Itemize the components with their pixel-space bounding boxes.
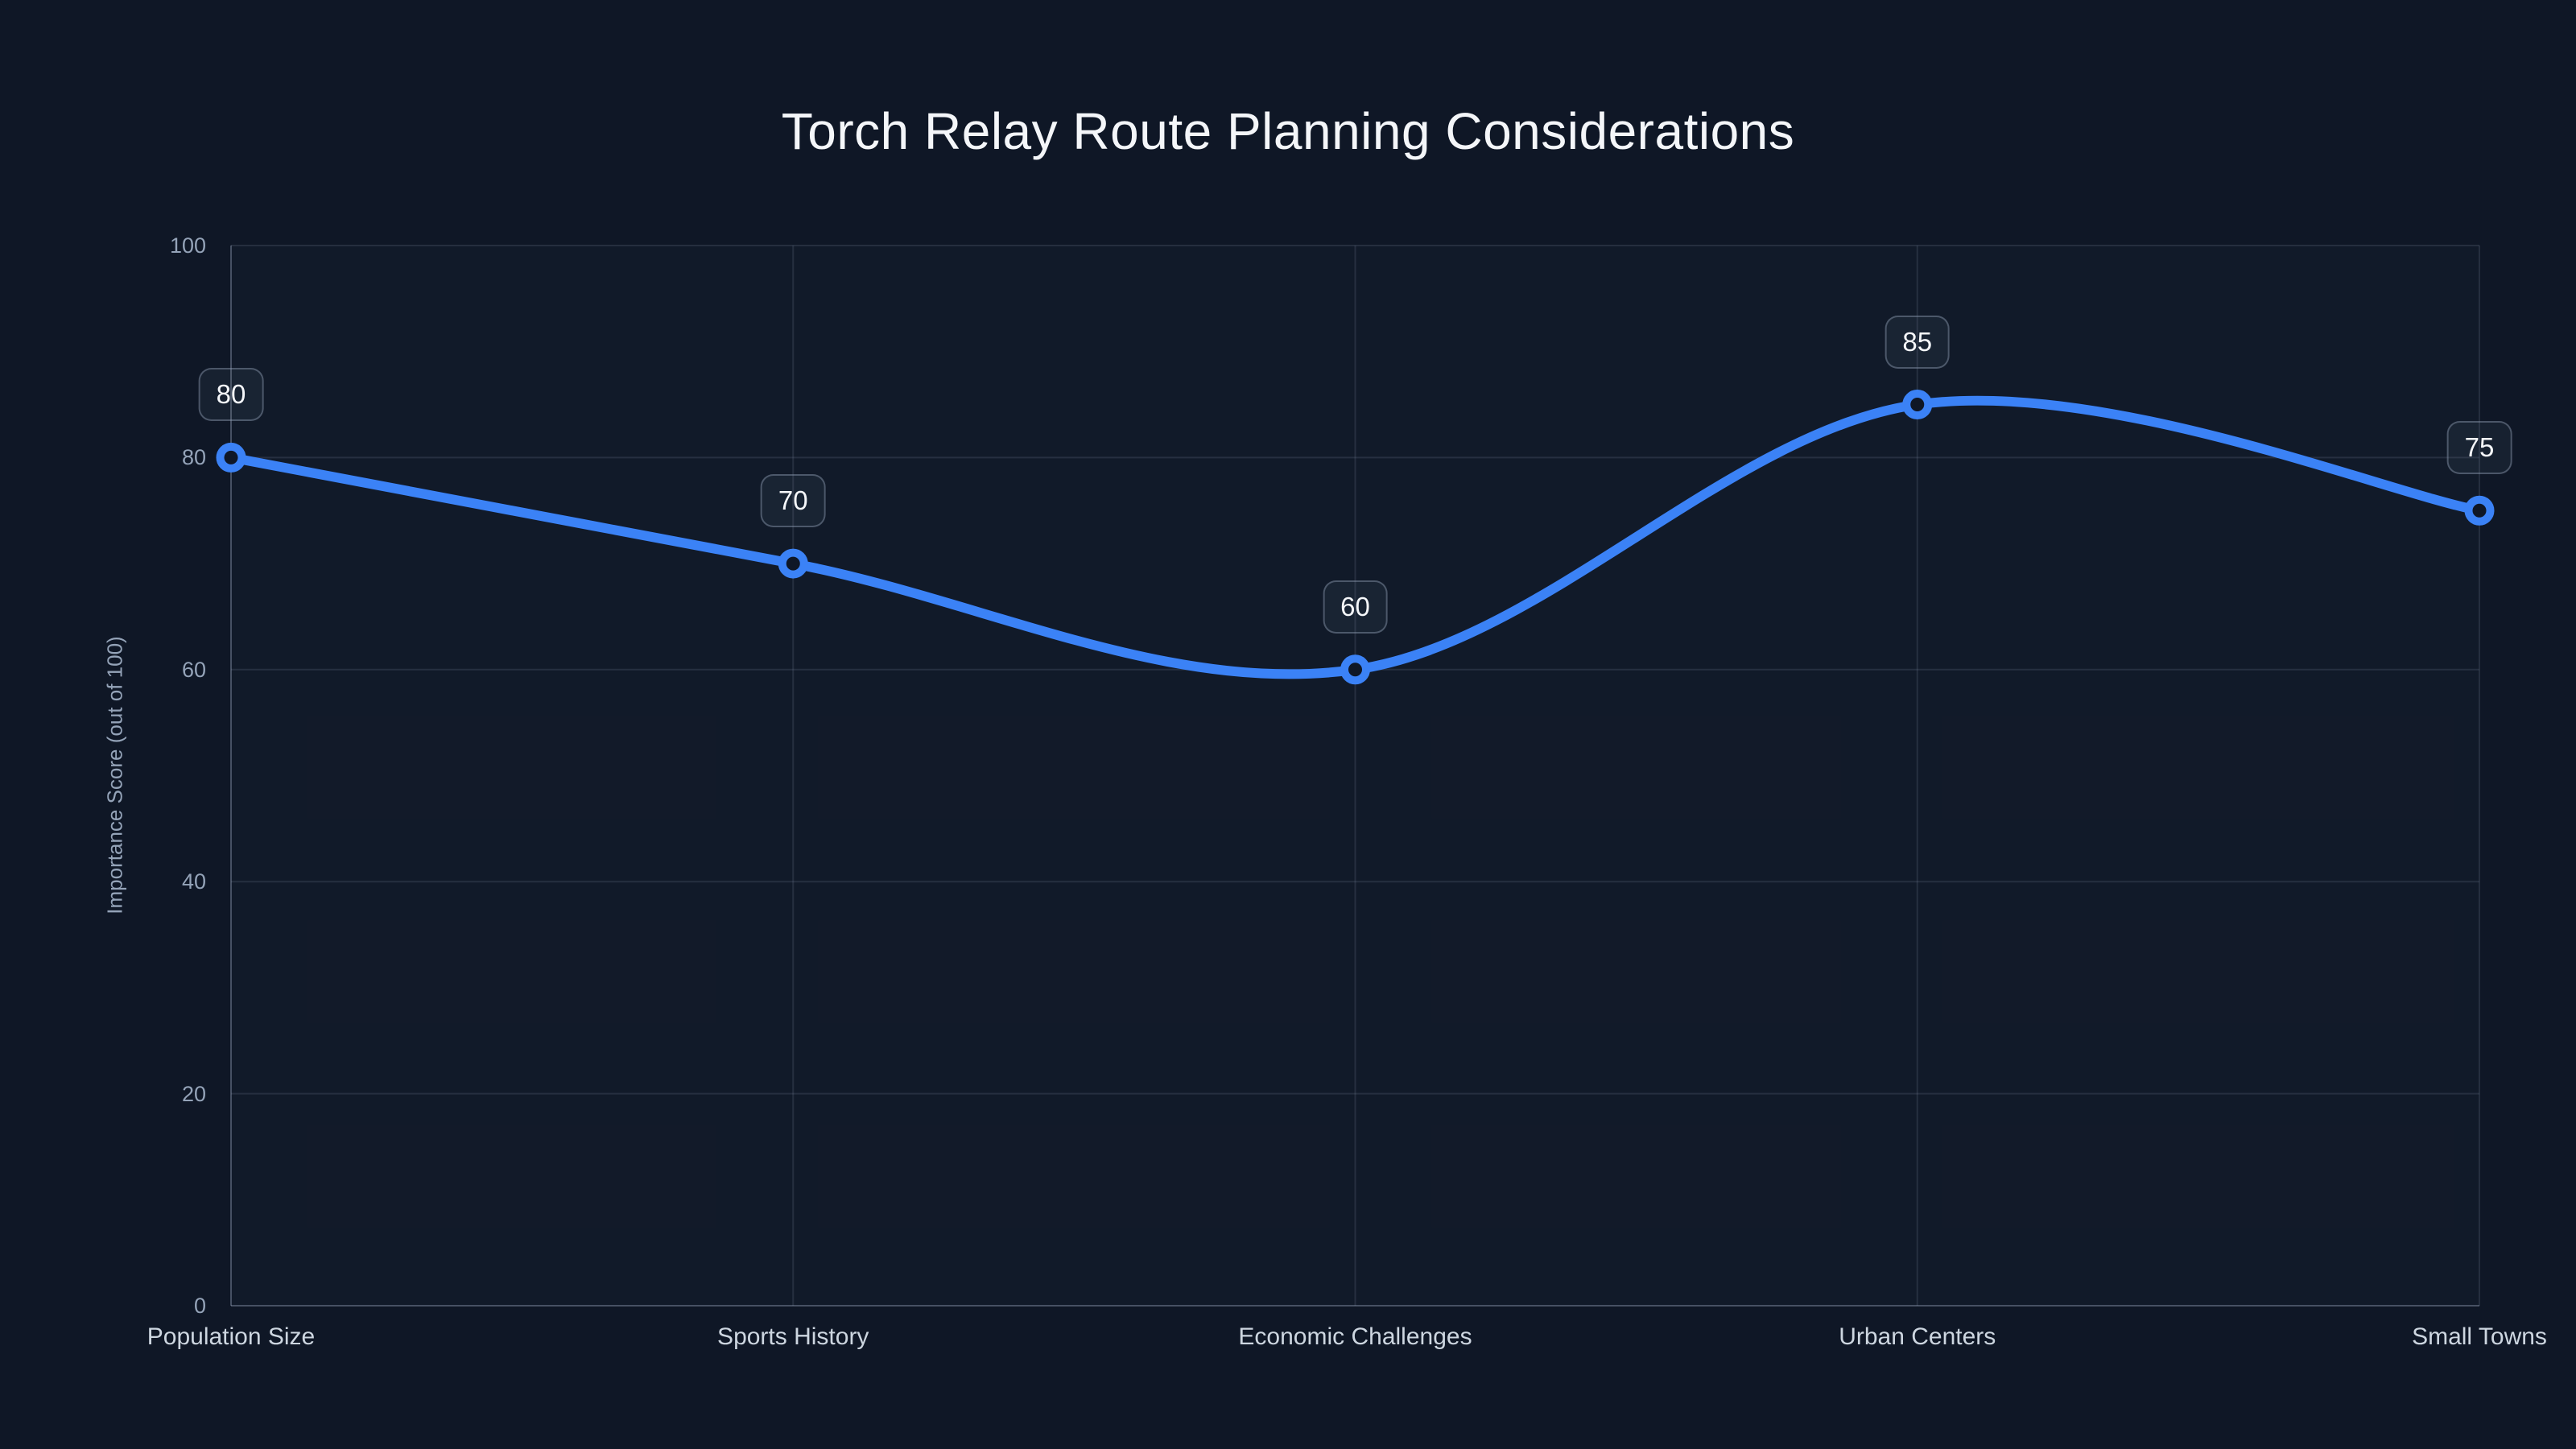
y-tick-label: 0 [193, 1294, 206, 1318]
data-point-marker[interactable] [2464, 495, 2495, 526]
point-value-label: 80 [198, 368, 264, 422]
y-tick-label: 20 [181, 1081, 206, 1106]
x-category-label: Urban Centers [1839, 1323, 1996, 1350]
data-point-marker[interactable] [1340, 654, 1370, 685]
y-tick-label: 80 [181, 445, 206, 470]
point-value-label: 60 [1323, 580, 1388, 634]
x-category-label: Small Towns [2412, 1323, 2547, 1350]
x-category-label: Economic Challenges [1238, 1323, 1472, 1350]
x-category-label: Sports History [717, 1323, 869, 1350]
data-point-marker[interactable] [1902, 390, 1933, 420]
data-point-marker[interactable] [216, 442, 246, 473]
point-value-label: 85 [1885, 315, 1951, 369]
x-category-label: Population Size [147, 1323, 316, 1350]
point-value-label: 75 [2446, 421, 2512, 475]
y-tick-label: 60 [181, 657, 206, 682]
y-tick-label: 100 [169, 233, 206, 258]
point-value-label: 70 [760, 474, 826, 528]
y-tick-label: 40 [181, 869, 206, 894]
chart-title: Torch Relay Route Planning Consideration… [781, 102, 1795, 160]
data-point-marker[interactable] [778, 548, 808, 579]
